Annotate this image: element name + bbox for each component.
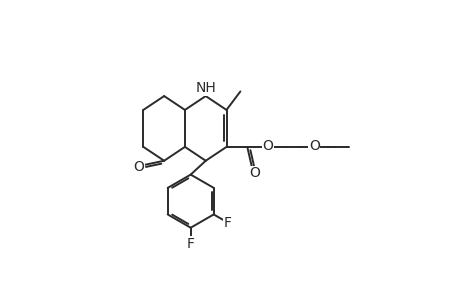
Text: F: F	[223, 215, 231, 230]
Text: O: O	[133, 160, 144, 173]
Text: O: O	[248, 167, 259, 180]
Text: F: F	[186, 237, 194, 251]
Text: NH: NH	[195, 81, 216, 95]
Text: O: O	[308, 139, 319, 153]
Text: O: O	[262, 139, 273, 153]
